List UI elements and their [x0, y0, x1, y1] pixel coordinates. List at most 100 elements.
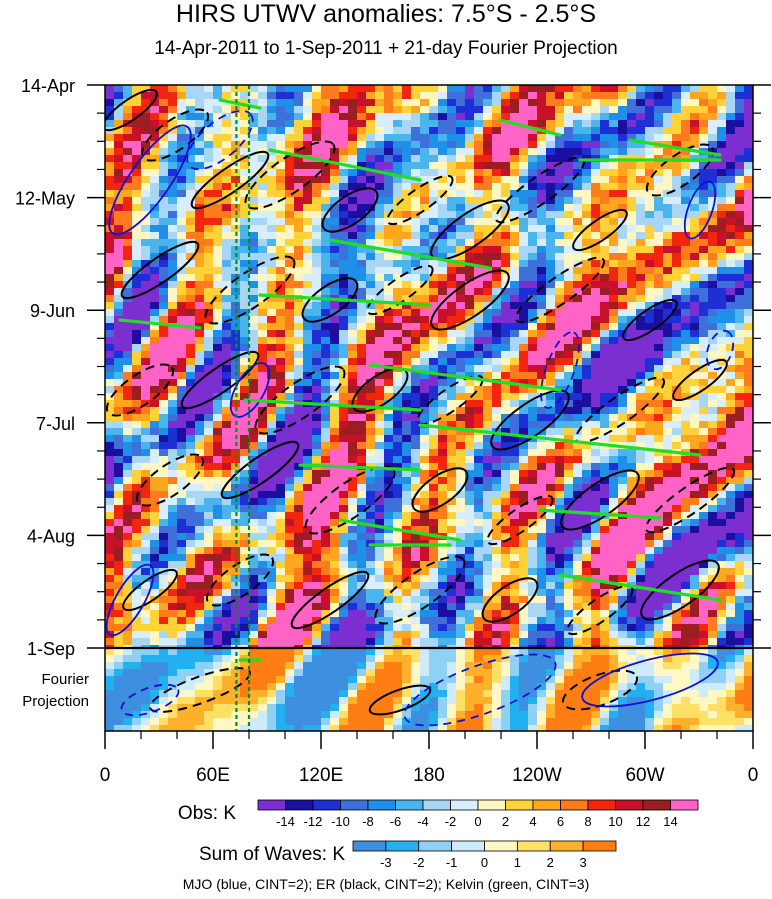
heat-cell [150, 498, 160, 506]
heat-cell [366, 344, 376, 352]
heat-cell [150, 148, 160, 156]
heat-cell [177, 540, 187, 548]
heat-cell [555, 470, 565, 478]
heat-cell [348, 344, 358, 352]
heat-cell [564, 449, 574, 457]
heat-cell [465, 120, 475, 128]
heat-cell [627, 330, 637, 338]
heat-cell [438, 281, 448, 289]
heat-cell [420, 498, 430, 506]
heat-cell [177, 421, 187, 429]
heat-cell [699, 267, 709, 275]
heat-cell [357, 246, 367, 254]
heat-cell [627, 218, 637, 226]
heat-cell [420, 281, 430, 289]
heat-cell [510, 197, 520, 205]
heat-cell [204, 183, 214, 191]
heat-cell [483, 253, 493, 261]
heat-cell [168, 316, 178, 324]
heat-cell [168, 302, 178, 310]
heat-cell [150, 267, 160, 275]
heat-cell [609, 554, 619, 562]
heat-cell [591, 533, 601, 541]
heat-cell [618, 554, 628, 562]
heat-cell [735, 316, 745, 324]
heat-cell [285, 302, 295, 310]
heat-cell [744, 400, 753, 408]
heat-cell [519, 351, 529, 359]
heat-cell [285, 120, 295, 128]
heat-cell [375, 372, 385, 380]
heat-cell [483, 554, 493, 562]
heat-cell [528, 442, 538, 450]
heat-cell [681, 281, 691, 289]
heat-cell [501, 512, 511, 520]
heat-cell [528, 295, 538, 303]
heat-cell [204, 484, 214, 492]
heat-cell [159, 274, 169, 282]
heat-cell [294, 449, 304, 457]
heat-cell [357, 85, 367, 93]
heat-cell [618, 449, 628, 457]
heat-cell [285, 519, 295, 527]
heat-cell [258, 183, 268, 191]
heat-cell [402, 421, 412, 429]
heat-cell [573, 498, 583, 506]
heat-cell [339, 533, 349, 541]
heat-cell [528, 435, 538, 443]
heat-cell [456, 281, 466, 289]
heat-cell [735, 379, 745, 387]
heat-cell [132, 274, 142, 282]
heat-cell [555, 148, 565, 156]
heat-cell [330, 337, 340, 345]
heat-cell [303, 393, 313, 401]
heat-cell [519, 295, 529, 303]
heat-cell [447, 99, 457, 107]
heat-cell [249, 379, 259, 387]
heat-cell [366, 267, 376, 275]
heat-cell [699, 295, 709, 303]
heat-cell [141, 92, 151, 100]
heat-cell [375, 351, 385, 359]
heat-cell [150, 218, 160, 226]
heat-cell [213, 323, 223, 331]
heat-cell [726, 470, 736, 478]
heat-cell [213, 288, 223, 296]
heat-cell [303, 204, 313, 212]
heat-cell [213, 470, 223, 478]
heat-cell [483, 183, 493, 191]
heat-cell [213, 554, 223, 562]
heat-cell [654, 400, 664, 408]
heat-cell [393, 358, 403, 366]
heat-cell [186, 204, 196, 212]
heat-cell [348, 456, 358, 464]
heat-cell [564, 92, 574, 100]
heat-cell [213, 561, 223, 569]
heat-cell [393, 120, 403, 128]
heat-cell [213, 498, 223, 506]
heat-cell [555, 288, 565, 296]
heat-cell [609, 260, 619, 268]
heat-cell [546, 533, 556, 541]
heat-cell [591, 267, 601, 275]
heat-cell [726, 162, 736, 170]
heat-cell [222, 470, 232, 478]
heat-cell [735, 407, 745, 415]
heat-cell [222, 309, 232, 317]
heat-cell [105, 379, 115, 387]
heat-cell [393, 330, 403, 338]
heat-cell [474, 232, 484, 240]
heat-cell [492, 127, 502, 135]
heat-cell [177, 351, 187, 359]
heat-cell [321, 568, 331, 576]
heat-cell [168, 512, 178, 520]
heat-cell [375, 204, 385, 212]
heat-cell [708, 218, 718, 226]
heat-cell [258, 498, 268, 506]
heat-cell [609, 246, 619, 254]
heat-cell [636, 323, 646, 331]
heat-cell [555, 365, 565, 373]
heat-cell [312, 99, 322, 107]
heat-cell [402, 456, 412, 464]
heat-cell [402, 547, 412, 555]
